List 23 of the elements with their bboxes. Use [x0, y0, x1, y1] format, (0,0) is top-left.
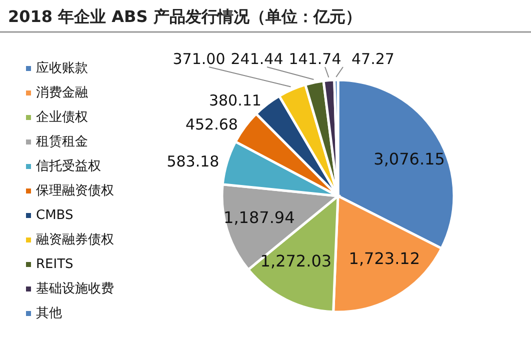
chart-title: 2018 年企业 ABS 产品发行情况（单位：亿元）	[8, 7, 362, 26]
data-label: 1,723.12	[348, 249, 420, 268]
data-label: 452.68	[185, 115, 238, 134]
legend-label: 租赁租金	[36, 134, 88, 150]
data-label: 47.27	[352, 50, 394, 68]
legend-label: 融资融券债权	[36, 232, 114, 248]
data-label: 241.44	[230, 50, 284, 68]
data-label: 583.18	[166, 152, 220, 171]
legend-label: 企业债权	[36, 110, 88, 125]
legend-label: 其他	[36, 306, 62, 321]
legend-label: 保理融资债权	[36, 184, 114, 198]
legend-label: CMBS	[36, 208, 74, 223]
data-label: 371.00	[172, 50, 226, 68]
data-label: 3,076.15	[374, 149, 445, 168]
data-label: 141.74	[288, 50, 342, 68]
data-label: 1,272.03	[260, 251, 332, 270]
legend-label: 消费金融	[36, 86, 88, 100]
legend-label: 基础设施收费	[36, 282, 114, 296]
legend-label: REITS	[36, 257, 74, 272]
data-label: 1,187.94	[224, 208, 295, 227]
legend-label: 应收账款	[36, 60, 88, 76]
legend-label: 信托受益权	[36, 159, 101, 174]
data-label: 380.11	[208, 91, 262, 110]
